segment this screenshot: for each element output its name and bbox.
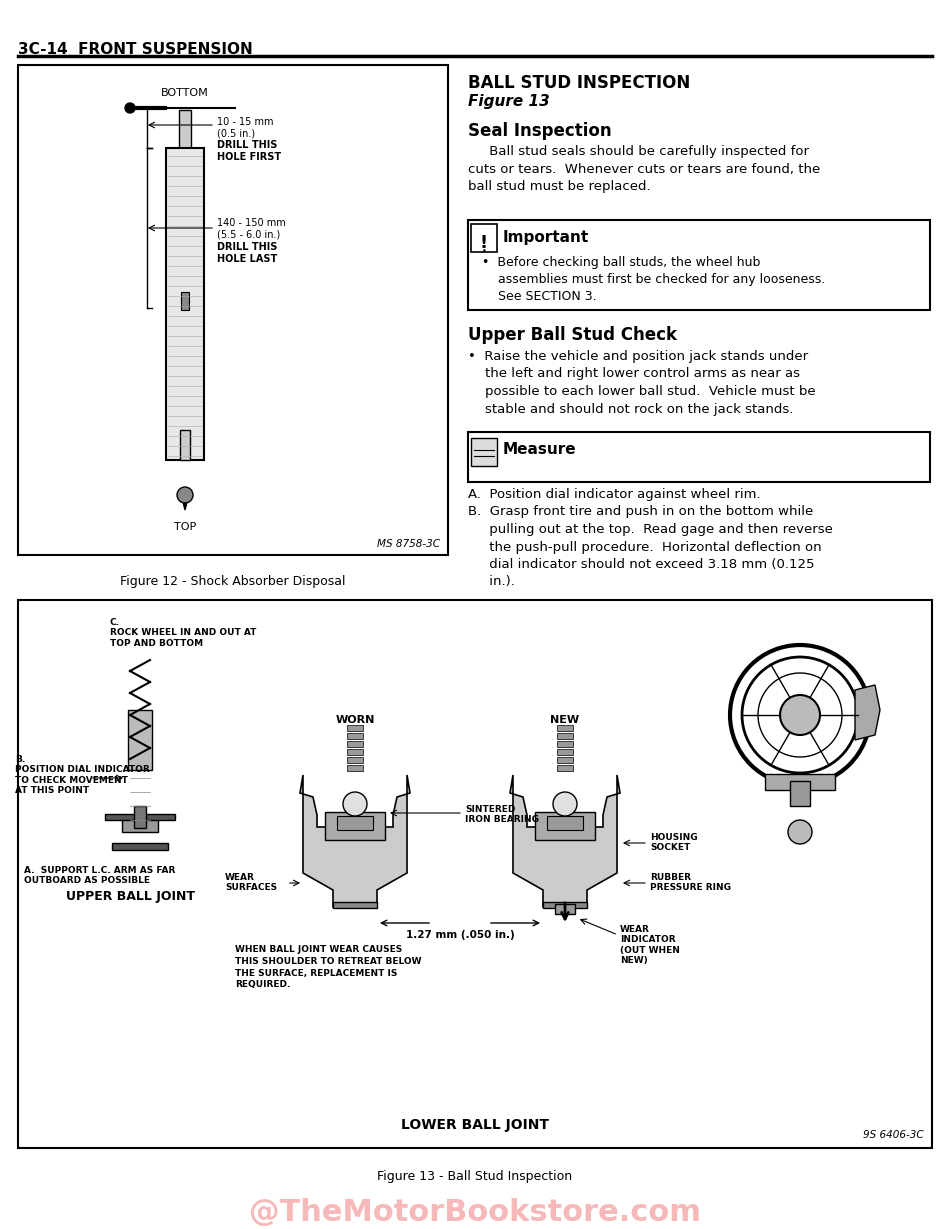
- Bar: [347, 732, 363, 739]
- Bar: [128, 710, 152, 771]
- Bar: [333, 902, 377, 908]
- Bar: [347, 741, 363, 747]
- Text: Important: Important: [503, 230, 589, 245]
- Text: •  Raise the vehicle and position jack stands under
    the left and right lower: • Raise the vehicle and position jack st…: [468, 350, 816, 415]
- Text: DRILL THIS
HOLE FIRST: DRILL THIS HOLE FIRST: [217, 140, 281, 161]
- Text: Figure 13 - Ball Stud Inspection: Figure 13 - Ball Stud Inspection: [377, 1170, 573, 1184]
- Polygon shape: [510, 775, 620, 907]
- Text: Figure 12 - Shock Absorber Disposal: Figure 12 - Shock Absorber Disposal: [121, 575, 346, 587]
- Text: WORN: WORN: [335, 715, 374, 725]
- Bar: [325, 812, 385, 839]
- Text: BALL STUD INSPECTION: BALL STUD INSPECTION: [468, 74, 691, 92]
- Text: Upper Ball Stud Check: Upper Ball Stud Check: [468, 326, 677, 344]
- Text: 10 - 15 mm
(0.5 in.): 10 - 15 mm (0.5 in.): [217, 117, 274, 139]
- Bar: [557, 725, 573, 731]
- Polygon shape: [300, 775, 410, 907]
- Bar: [134, 806, 146, 828]
- Text: 3C-14  FRONT SUSPENSION: 3C-14 FRONT SUSPENSION: [18, 42, 253, 57]
- Polygon shape: [180, 490, 190, 510]
- Text: RUBBER
PRESSURE RING: RUBBER PRESSURE RING: [650, 873, 731, 892]
- Text: BOTTOM: BOTTOM: [162, 88, 209, 98]
- Circle shape: [788, 820, 812, 844]
- Text: SINTERED
IRON BEARING: SINTERED IRON BEARING: [465, 805, 539, 825]
- Bar: [555, 905, 575, 914]
- Bar: [347, 764, 363, 771]
- Text: A.  Position dial indicator against wheel rim.
B.  Grasp front tire and push in : A. Position dial indicator against wheel…: [468, 488, 833, 589]
- Text: 9S 6406-3C: 9S 6406-3C: [864, 1129, 924, 1141]
- Polygon shape: [855, 685, 880, 740]
- Text: DRILL THIS
HOLE LAST: DRILL THIS HOLE LAST: [217, 242, 277, 263]
- Text: MS 8758-3C: MS 8758-3C: [377, 540, 440, 549]
- Bar: [166, 147, 204, 460]
- Text: Figure 13: Figure 13: [468, 93, 550, 109]
- Text: Seal Inspection: Seal Inspection: [468, 122, 612, 140]
- Circle shape: [780, 696, 820, 735]
- Circle shape: [343, 791, 367, 816]
- Text: Ball stud seals should be carefully inspected for
cuts or tears.  Whenever cuts : Ball stud seals should be carefully insp…: [468, 145, 820, 193]
- Text: !: !: [480, 234, 488, 252]
- Bar: [543, 902, 587, 908]
- Bar: [347, 757, 363, 763]
- Bar: [557, 757, 573, 763]
- Bar: [468, 220, 930, 310]
- Bar: [18, 65, 448, 556]
- Text: HOUSING
SOCKET: HOUSING SOCKET: [650, 833, 697, 853]
- Text: 1.27 mm (.050 in.): 1.27 mm (.050 in.): [406, 930, 514, 940]
- Text: WEAR
SURFACES: WEAR SURFACES: [225, 873, 277, 892]
- Text: •  Before checking ball studs, the wheel hub
    assemblies must first be checke: • Before checking ball studs, the wheel …: [482, 256, 826, 304]
- Text: C.
ROCK WHEEL IN AND OUT AT
TOP AND BOTTOM: C. ROCK WHEEL IN AND OUT AT TOP AND BOTT…: [110, 618, 256, 648]
- Text: UPPER BALL JOINT: UPPER BALL JOINT: [66, 890, 195, 903]
- Bar: [468, 433, 930, 482]
- Bar: [122, 816, 158, 832]
- Bar: [18, 600, 932, 1148]
- Text: NEW: NEW: [550, 715, 580, 725]
- Text: •: •: [482, 247, 486, 256]
- Text: Measure: Measure: [503, 442, 577, 457]
- Bar: [179, 111, 191, 147]
- Bar: [181, 293, 189, 310]
- Text: A.  SUPPORT L.C. ARM AS FAR
OUTBOARD AS POSSIBLE: A. SUPPORT L.C. ARM AS FAR OUTBOARD AS P…: [24, 866, 176, 885]
- Bar: [347, 748, 363, 755]
- Text: LOWER BALL JOINT: LOWER BALL JOINT: [401, 1118, 549, 1132]
- Bar: [547, 816, 583, 830]
- Bar: [557, 741, 573, 747]
- Bar: [557, 732, 573, 739]
- Bar: [557, 748, 573, 755]
- Bar: [471, 438, 497, 466]
- Bar: [105, 814, 175, 820]
- Circle shape: [177, 487, 193, 503]
- Bar: [471, 224, 497, 252]
- Bar: [112, 843, 168, 850]
- Bar: [535, 812, 595, 839]
- Text: B.
POSITION DIAL INDICATOR
TO CHECK MOVEMENT
AT THIS POINT: B. POSITION DIAL INDICATOR TO CHECK MOVE…: [15, 755, 150, 795]
- Text: 140 - 150 mm
(5.5 - 6.0 in.): 140 - 150 mm (5.5 - 6.0 in.): [217, 218, 286, 240]
- Text: @TheMotorBookstore.com: @TheMotorBookstore.com: [249, 1198, 701, 1227]
- Text: TOP: TOP: [174, 522, 196, 532]
- Text: WEAR
INDICATOR
(OUT WHEN
NEW): WEAR INDICATOR (OUT WHEN NEW): [620, 925, 680, 965]
- Circle shape: [553, 791, 577, 816]
- Bar: [790, 780, 810, 806]
- Bar: [180, 430, 190, 460]
- Circle shape: [125, 103, 135, 113]
- Bar: [337, 816, 373, 830]
- Bar: [347, 725, 363, 731]
- Text: WHEN BALL JOINT WEAR CAUSES
THIS SHOULDER TO RETREAT BELOW
THE SURFACE, REPLACEM: WHEN BALL JOINT WEAR CAUSES THIS SHOULDE…: [235, 945, 422, 989]
- Bar: [765, 774, 835, 790]
- Bar: [557, 764, 573, 771]
